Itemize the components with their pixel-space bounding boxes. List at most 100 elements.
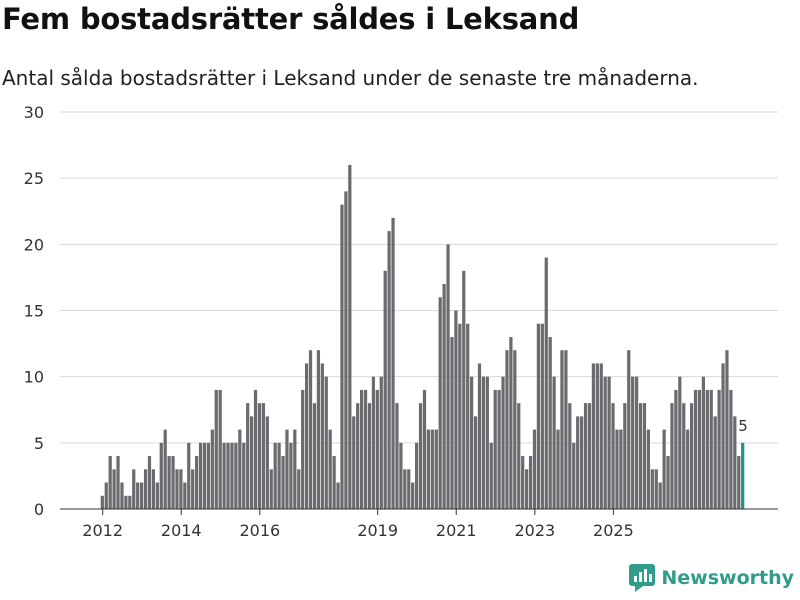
- bar: [583, 403, 588, 509]
- bar: [187, 442, 191, 509]
- bar: [415, 442, 419, 509]
- bar: [285, 429, 289, 509]
- bar: [399, 442, 403, 509]
- bar: [430, 429, 434, 509]
- bar: [297, 469, 301, 509]
- bar: [391, 217, 395, 509]
- bar: [210, 429, 214, 509]
- bar: [572, 442, 576, 509]
- bar: [293, 429, 297, 509]
- bar: [191, 469, 195, 509]
- bar: [552, 376, 556, 509]
- bar: [532, 429, 537, 509]
- bar: [159, 442, 163, 509]
- y-tick-label: 0: [34, 500, 44, 519]
- bar: [709, 389, 713, 509]
- bar: [277, 442, 281, 509]
- bar: [450, 336, 454, 509]
- bar: [202, 442, 207, 509]
- bar: [387, 231, 391, 509]
- bar: [697, 389, 702, 509]
- bar: [666, 456, 670, 509]
- bar: [540, 323, 544, 509]
- bar: [556, 429, 560, 509]
- bar: [528, 456, 533, 509]
- bar: [422, 389, 427, 509]
- bar: [650, 469, 654, 509]
- newsworthy-icon: [629, 564, 656, 592]
- y-tick-label: 30: [24, 103, 44, 122]
- bar: [348, 164, 352, 509]
- bar: [269, 469, 273, 509]
- bar: [183, 482, 187, 509]
- bar: [104, 482, 108, 509]
- bar: [108, 456, 112, 509]
- bar: [560, 350, 564, 509]
- bar: [591, 363, 596, 509]
- bar: [383, 270, 387, 509]
- bar: [678, 376, 682, 509]
- bar: [434, 429, 438, 509]
- bar: [662, 429, 666, 509]
- bar: [654, 469, 658, 509]
- bar: [179, 469, 183, 509]
- bar: [631, 376, 635, 509]
- bar: [470, 376, 474, 509]
- bar: [693, 389, 698, 509]
- bar: [670, 403, 674, 509]
- bar: [301, 389, 305, 509]
- bar: [253, 389, 258, 509]
- bar: [289, 442, 293, 509]
- bar: [611, 403, 615, 509]
- bar: [607, 376, 611, 509]
- bar: [646, 429, 651, 509]
- bar: [642, 403, 647, 509]
- bar: [195, 456, 199, 509]
- bar: [324, 376, 328, 509]
- y-tick-label: 15: [24, 302, 44, 321]
- bar: [206, 442, 211, 509]
- bar: [497, 389, 501, 509]
- bar: [493, 389, 497, 509]
- bar: [701, 376, 706, 509]
- y-tick-label: 20: [24, 235, 44, 254]
- bar: [367, 403, 372, 509]
- bar: [489, 442, 493, 509]
- bar: [281, 456, 285, 509]
- bar: [124, 495, 128, 509]
- bar: [426, 429, 431, 509]
- bar: [623, 403, 627, 509]
- bar: [544, 257, 548, 509]
- bar: [603, 376, 607, 509]
- bar: [265, 416, 269, 509]
- bar: [257, 403, 262, 509]
- bar: [250, 416, 254, 509]
- bar: [595, 363, 599, 509]
- bar: [379, 376, 383, 509]
- x-tick-label: 2023: [514, 521, 555, 540]
- bar: [411, 482, 415, 509]
- chart-title: Fem bostadsrätter såldes i Leksand: [2, 2, 580, 36]
- bar: [155, 482, 159, 509]
- bar: [360, 389, 364, 509]
- bar: [151, 469, 156, 509]
- chart-subtitle: Antal sålda bostadsrätter i Leksand unde…: [2, 66, 699, 90]
- bar: [143, 469, 148, 509]
- bar: [238, 429, 242, 509]
- x-tick-label: 2019: [357, 521, 398, 540]
- bar: [407, 469, 411, 509]
- bar: [501, 376, 505, 509]
- bar: [222, 442, 226, 509]
- bar: [505, 350, 509, 509]
- bar: [658, 482, 662, 509]
- bar: [587, 403, 592, 509]
- bar: [466, 323, 470, 509]
- bar: [242, 442, 246, 509]
- bar: [568, 403, 572, 509]
- bar: [395, 403, 399, 509]
- bar: [682, 403, 686, 509]
- bar: [599, 363, 603, 509]
- bar: [336, 482, 340, 509]
- x-tick-label: 2016: [239, 521, 280, 540]
- y-tick-label: 10: [24, 368, 44, 387]
